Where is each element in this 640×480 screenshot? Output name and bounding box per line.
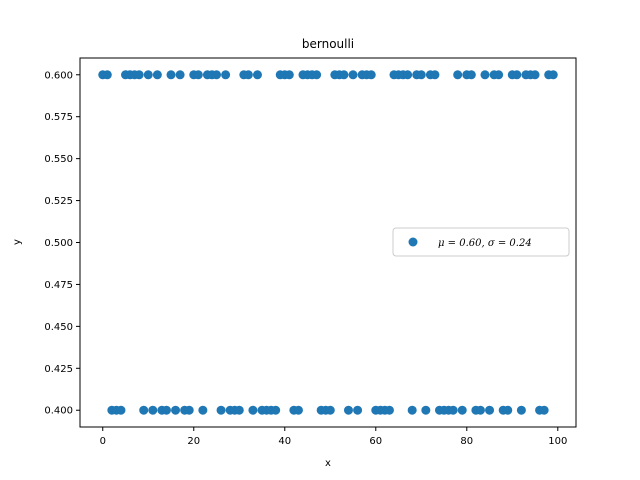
x-tick-label: 100 (548, 436, 567, 447)
data-point (284, 70, 294, 80)
data-point (457, 405, 467, 415)
data-point (325, 405, 335, 415)
x-tick-label: 60 (369, 436, 382, 447)
data-point (175, 70, 185, 80)
data-point (516, 405, 526, 415)
data-point (166, 70, 176, 80)
x-axis-label: x (325, 458, 331, 469)
plot-area (79, 57, 577, 428)
data-point (512, 70, 522, 80)
y-tick-label: 0.425 (44, 364, 73, 375)
x-tick-label: 40 (278, 436, 291, 447)
data-point (216, 405, 226, 415)
data-point (407, 405, 417, 415)
data-point (343, 405, 353, 415)
data-point (102, 70, 112, 80)
data-point (366, 70, 376, 80)
legend: μ = 0.60, σ = 0.24 (392, 227, 570, 257)
chart-title: bernoulli (302, 37, 354, 51)
data-point (421, 405, 431, 415)
data-point (503, 405, 513, 415)
data-point (252, 70, 262, 80)
data-point (143, 70, 153, 80)
x-tick-label: 80 (460, 436, 473, 447)
data-point (193, 70, 203, 80)
y-tick-label: 0.525 (44, 196, 73, 207)
x-axis: 0 20 40 60 80 100 (100, 427, 567, 447)
points-layer (98, 70, 558, 415)
data-point (116, 405, 126, 415)
data-point (339, 70, 349, 80)
data-point (139, 405, 149, 415)
y-tick-label: 0.575 (44, 112, 73, 123)
data-point (221, 70, 231, 80)
data-point (184, 405, 194, 415)
data-point (234, 405, 244, 415)
data-point (134, 70, 144, 80)
data-point (212, 70, 222, 80)
data-point (548, 70, 558, 80)
data-point (293, 405, 303, 415)
legend-label: μ = 0.60, σ = 0.24 (438, 238, 532, 249)
data-point (198, 405, 208, 415)
data-point (453, 70, 463, 80)
data-point (348, 70, 358, 80)
data-point (312, 70, 322, 80)
legend-marker (408, 237, 418, 247)
y-axis: 0.400 0.425 0.450 0.475 0.500 0.525 0.550 0.575… (44, 70, 80, 417)
data-point (539, 405, 549, 415)
data-point (384, 405, 394, 415)
y-tick-label: 0.450 (44, 322, 73, 333)
data-point (248, 405, 258, 415)
x-tick-label: 20 (187, 436, 200, 447)
data-point (243, 70, 253, 80)
data-point (171, 405, 181, 415)
data-point (353, 405, 363, 415)
data-point (530, 70, 540, 80)
data-point (466, 70, 476, 80)
y-tick-label: 0.500 (44, 238, 73, 249)
legend-box (392, 227, 570, 257)
y-tick-label: 0.550 (44, 154, 73, 165)
y-tick-label: 0.475 (44, 280, 73, 291)
data-point (475, 405, 485, 415)
data-point (430, 70, 440, 80)
y-tick-label: 0.400 (44, 406, 73, 417)
y-axis-label: y (12, 239, 23, 245)
data-point (148, 405, 158, 415)
data-point (485, 405, 495, 415)
y-tick-label: 0.600 (44, 70, 73, 81)
data-point (494, 70, 504, 80)
data-point (416, 70, 426, 80)
data-point (403, 70, 413, 80)
data-point (271, 405, 281, 415)
x-tick-label: 0 (100, 436, 106, 447)
data-point (161, 405, 171, 415)
data-point (480, 70, 490, 80)
data-point (448, 405, 458, 415)
data-point (152, 70, 162, 80)
